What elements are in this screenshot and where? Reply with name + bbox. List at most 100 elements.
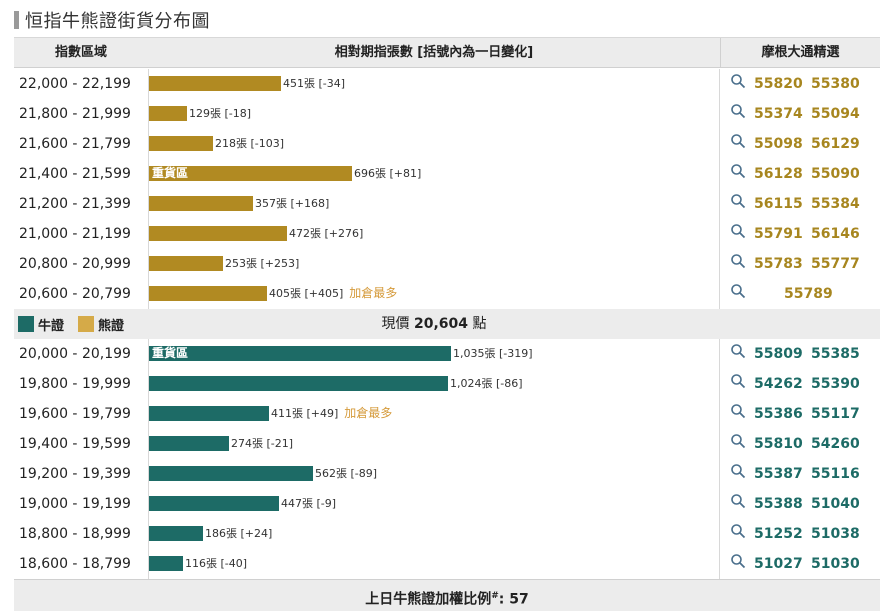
contracts-label: 472張 [+276] [289, 227, 364, 240]
warrant-code-link[interactable]: 56115 [754, 196, 803, 212]
search-icon[interactable] [730, 343, 746, 359]
warrant-code-link[interactable]: 51030 [811, 556, 860, 572]
search-icon[interactable] [730, 403, 746, 419]
warrant-code-link[interactable]: 54260 [811, 436, 860, 452]
table-row: 21,200 - 21,399 357張 [+168] 56115 55384 [14, 189, 880, 219]
bar-area: 186張 [+24] [149, 519, 719, 549]
bar-value-label: 357張 [+168] [255, 196, 329, 211]
weighted-ratio-footer: 上日牛熊證加權比例#: 57 [14, 579, 880, 611]
warrant-code-link[interactable]: 55090 [811, 166, 860, 182]
warrant-code-link[interactable]: 56128 [754, 166, 803, 182]
search-icon[interactable] [730, 433, 746, 449]
contracts-label: 186張 [+24] [205, 527, 273, 540]
contracts-label: 405張 [+405] [269, 287, 344, 300]
search-icon[interactable] [730, 493, 746, 509]
bar-value-label: 186張 [+24] [205, 526, 272, 541]
warrant-code-link[interactable]: 55789 [784, 286, 833, 302]
search-icon[interactable] [730, 253, 746, 269]
jpmorgan-picks: 55098 56129 [720, 129, 880, 159]
contracts-label: 274張 [-21] [231, 437, 294, 450]
warrant-code-link[interactable]: 55390 [811, 376, 860, 392]
bear-section: 22,000 - 22,199 451張 [-34] 55820 55380 21,80… [14, 69, 880, 309]
warrant-code-link[interactable]: 51252 [754, 526, 803, 542]
search-icon[interactable] [730, 193, 746, 209]
jpmorgan-picks: 55374 55094 [720, 99, 880, 129]
table-row: 19,400 - 19,599 274張 [-21] 55810 54260 [14, 429, 880, 459]
jpmorgan-picks: 55783 55777 [720, 249, 880, 279]
warrant-code-link[interactable]: 55810 [754, 436, 803, 452]
contracts-label: 129張 [-18] [189, 107, 252, 120]
index-range: 19,400 - 19,599 [19, 436, 131, 452]
header-bars: 相對期指張數 [括號內為一日變化] [334, 45, 534, 60]
bar-value-label: 116張 [-40] [185, 556, 247, 571]
bar-value-label: 472張 [+276] [289, 226, 363, 241]
bar-value-label: 129張 [-18] [189, 106, 251, 121]
warrant-code-link[interactable]: 56129 [811, 136, 860, 152]
bar-area: 411張 [+49] 加倉最多 [149, 399, 719, 429]
warrant-code-link[interactable]: 55385 [811, 346, 860, 362]
warrant-code-link[interactable]: 51038 [811, 526, 860, 542]
bear-bar [149, 226, 287, 241]
warrant-code-link[interactable]: 55783 [754, 256, 803, 272]
bear-bar: 重貨區 [149, 166, 352, 181]
search-icon[interactable] [730, 553, 746, 569]
warrant-code-link[interactable]: 51040 [811, 496, 860, 512]
warrant-code-link[interactable]: 55820 [754, 76, 803, 92]
bar-value-label: 1,024張 [-86] [450, 376, 523, 391]
footer-mark: # [491, 591, 499, 601]
warrant-code-link[interactable]: 55386 [754, 406, 803, 422]
warrant-code-link[interactable]: 54262 [754, 376, 803, 392]
warrant-code-link[interactable]: 55809 [754, 346, 803, 362]
warrant-code-link[interactable]: 55791 [754, 226, 803, 242]
bar-area: 重貨區 1,035張 [-319] [149, 339, 719, 369]
jpmorgan-picks: 55387 55116 [720, 459, 880, 489]
warrant-code-link[interactable]: 56146 [811, 226, 860, 242]
table-row: 21,000 - 21,199 472張 [+276] 55791 56146 [14, 219, 880, 249]
warrant-code-link[interactable]: 55384 [811, 196, 860, 212]
bar-value-label: 405張 [+405] 加倉最多 [269, 286, 397, 301]
search-icon[interactable] [730, 163, 746, 179]
bar-area: 1,024張 [-86] [149, 369, 719, 399]
search-icon[interactable] [730, 373, 746, 389]
search-icon[interactable] [730, 103, 746, 119]
search-icon[interactable] [730, 133, 746, 149]
bull-bar [149, 496, 279, 511]
page-title-row: 恒指牛熊證街貨分布圖 [14, 8, 210, 32]
index-range: 19,800 - 19,999 [19, 376, 131, 392]
warrant-code-link[interactable]: 55094 [811, 106, 860, 122]
table-row: 20,000 - 20,199 重貨區 1,035張 [-319] 55809 5538… [14, 339, 880, 369]
search-icon[interactable] [730, 463, 746, 479]
page-title: 恒指牛熊證街貨分布圖 [25, 11, 210, 32]
warrant-code-link[interactable]: 55116 [811, 466, 860, 482]
warrant-code-link[interactable]: 55380 [811, 76, 860, 92]
bear-bar [149, 136, 213, 151]
current-price-value: 20,604 [413, 316, 469, 332]
search-icon[interactable] [730, 523, 746, 539]
bar-area: 253張 [+253] [149, 249, 719, 279]
table-row: 20,800 - 20,999 253張 [+253] 55783 55777 [14, 249, 880, 279]
most-added-note: 加倉最多 [349, 286, 398, 300]
search-icon[interactable] [730, 223, 746, 239]
table-row: 18,800 - 18,999 186張 [+24] 51252 51038 [14, 519, 880, 549]
jpmorgan-picks: 55789 [720, 279, 880, 309]
bear-bar [149, 76, 281, 91]
search-icon[interactable] [730, 73, 746, 89]
jpmorgan-picks: 56115 55384 [720, 189, 880, 219]
warrant-code-link[interactable]: 51027 [754, 556, 803, 572]
warrant-code-link[interactable]: 55117 [811, 406, 860, 422]
footer-value: : 57 [498, 591, 529, 608]
bull-bar [149, 436, 229, 451]
index-range: 18,600 - 18,799 [19, 556, 131, 572]
warrant-code-link[interactable]: 55098 [754, 136, 803, 152]
warrant-code-link[interactable]: 55388 [754, 496, 803, 512]
index-range: 20,800 - 20,999 [19, 256, 131, 272]
warrant-code-link[interactable]: 55387 [754, 466, 803, 482]
bull-bar [149, 376, 448, 391]
bar-area: 405張 [+405] 加倉最多 [149, 279, 719, 309]
bar-value-label: 253張 [+253] [225, 256, 299, 271]
warrant-code-link[interactable]: 55777 [811, 256, 860, 272]
search-icon[interactable] [730, 283, 746, 299]
warrant-code-link[interactable]: 55374 [754, 106, 803, 122]
heavy-zone-tag: 重貨區 [152, 346, 189, 360]
current-price-prefix: 現價 [381, 316, 410, 332]
